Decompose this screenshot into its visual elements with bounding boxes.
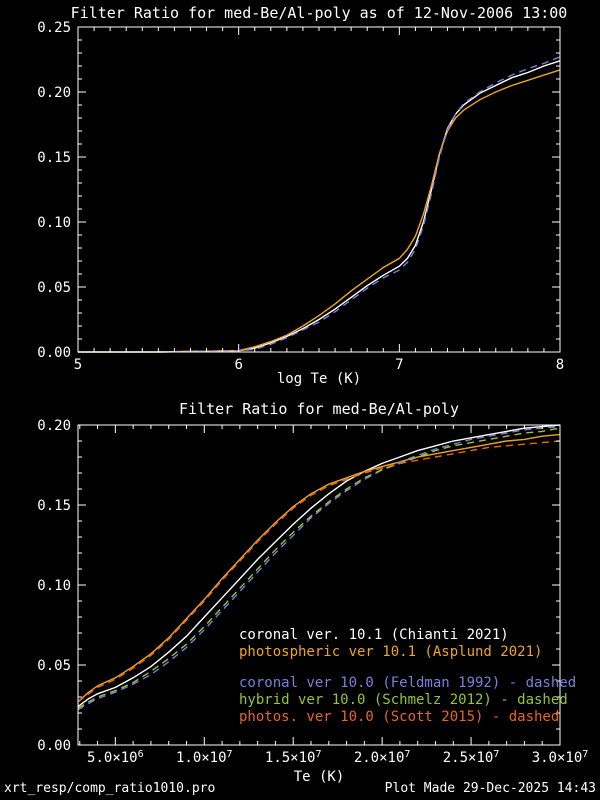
y-tick-label: 0.10 (37, 578, 71, 594)
bottom-filter-ratio: 5.0×106 1.0×107 1.5×107 2.0×107 2.5×107 3.0×1… (37, 400, 588, 785)
x-tick-label: 2.0×107 (354, 749, 411, 766)
series-coronal-ver-10-0-dashed (77, 425, 561, 711)
top-filter-ratio-tick-labels: 5 6 7 8 0.00 0.05 0.10 0.15 0.20 0.25 (37, 20, 564, 373)
top-filter-ratio-title: Filter Ratio for med-Be/Al-poly as of 12… (71, 4, 568, 22)
series-photospheric-ver-10-1-solid (78, 69, 561, 353)
x-tick-label: 2.5×107 (443, 749, 500, 766)
legend-entry: photos. ver 10.0 (Scott 2015) - dashed (239, 709, 559, 725)
y-tick-label: 0.15 (37, 150, 71, 166)
y-tick-label: 0.00 (37, 345, 71, 361)
y-tick-label: 0.20 (37, 85, 71, 101)
series-hybrid-ver-10-0-dashed (77, 427, 561, 709)
x-tick-label: 1.0×107 (176, 749, 233, 766)
series-photospheric-ver-10-1-solid (77, 433, 561, 703)
legend-entry: coronal ver 10.0 (Feldman 1992) - dashed (239, 675, 576, 691)
series-coronal-ver-10-0-dashed (78, 56, 561, 353)
x-tick-label: 5 (74, 357, 82, 373)
series-coronal-ver-10-1-solid (78, 60, 561, 353)
legend-entry: photospheric ver 10.1 (Asplund 2021) (239, 644, 542, 660)
y-tick-label: 0.10 (37, 215, 71, 231)
x-tick-label: 5.0×106 (87, 749, 144, 766)
top-filter-ratio-frame (77, 26, 561, 353)
y-tick-label: 0.15 (37, 498, 71, 514)
series-coronal-ver-10-1-solid (77, 424, 561, 708)
x-tick-label: 7 (395, 357, 403, 373)
legend-entry: hybrid ver 10.0 (Schmelz 2012) - dashed (239, 692, 568, 708)
top-filter-ratio-xlabel: log Te (K) (277, 371, 361, 387)
y-tick-label: 0.25 (37, 20, 71, 36)
bottom-filter-ratio-legend: coronal ver. 10.1 (Chianti 2021)photosph… (239, 627, 576, 725)
bottom-filter-ratio-ticks (78, 424, 561, 746)
x-tick-label: 3.0×107 (532, 749, 589, 766)
plot-made-timestamp: Plot Made 29-Dec-2025 14:43 (384, 781, 596, 796)
y-tick-label: 0.05 (37, 658, 71, 674)
bottom-filter-ratio-series (77, 424, 561, 711)
bottom-filter-ratio-tick-labels: 5.0×106 1.0×107 1.5×107 2.0×107 2.5×107 3.0×1… (37, 418, 588, 766)
series-photos-ver-10-0-dashed (77, 440, 561, 703)
x-tick-label: 6 (234, 357, 242, 373)
top-filter-ratio-ticks (77, 26, 561, 353)
legend-entry: coronal ver. 10.1 (Chianti 2021) (239, 627, 509, 643)
y-tick-label: 0.20 (37, 418, 71, 434)
y-tick-label: 0.05 (37, 280, 71, 296)
top-filter-ratio-series (78, 56, 561, 353)
bottom-filter-ratio-title: Filter Ratio for med-Be/Al-poly (179, 400, 459, 418)
x-tick-label: 8 (556, 357, 564, 373)
bottom-filter-ratio-xlabel: Te (K) (294, 769, 345, 785)
source-file-label: xrt_resp/comp_ratio1010.pro (4, 781, 216, 796)
y-tick-label: 0.00 (37, 738, 71, 754)
x-tick-label: 1.5×107 (265, 749, 322, 766)
